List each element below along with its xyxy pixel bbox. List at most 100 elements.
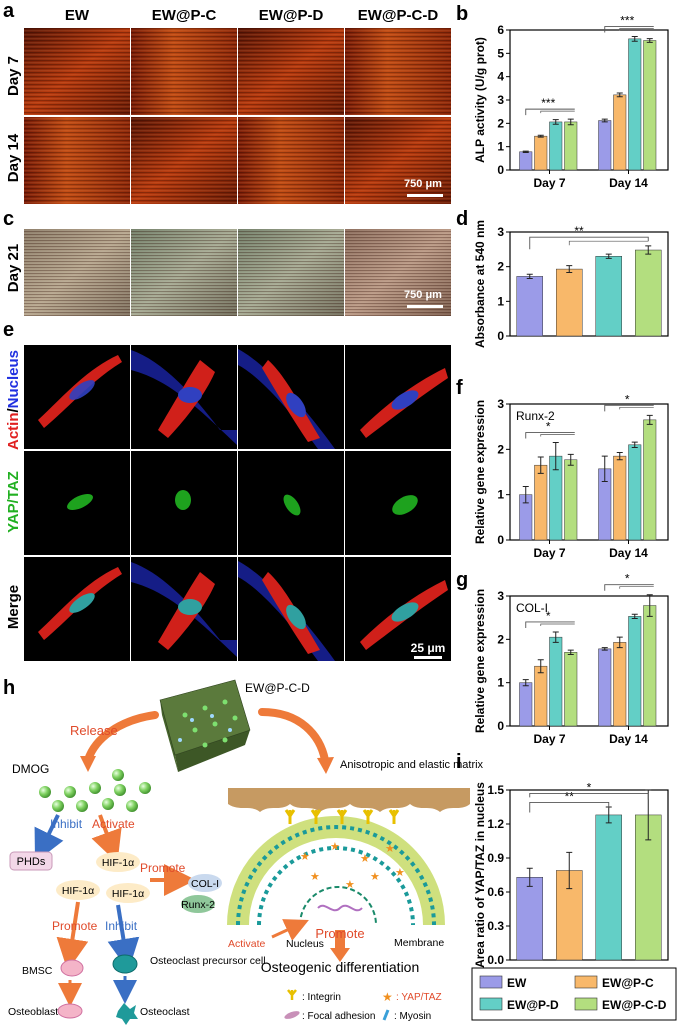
- error-bar: [522, 486, 529, 504]
- scalebar-a-label: 750 μm: [404, 178, 442, 190]
- integrins: [284, 809, 400, 824]
- error-bar: [616, 452, 623, 461]
- myosin-icon: [382, 1009, 390, 1021]
- micrograph-a-day7-ew: [24, 28, 130, 115]
- y-tick-label: 4: [497, 70, 504, 84]
- micrograph-a-day7-ewpd: [238, 28, 344, 115]
- panel-letter-h: h: [3, 677, 15, 699]
- legend-yap-taz: : YAP/TAZ: [396, 992, 442, 1003]
- inhibit-arrow-1: [34, 814, 64, 863]
- error-bar: [552, 119, 559, 125]
- row-label-actin-nucleus: Actin/Nucleus: [5, 350, 22, 450]
- micrograph-a-day14-ewpcd: [345, 117, 451, 204]
- bar: [534, 665, 548, 727]
- fluor-actin-ew: [24, 345, 130, 449]
- bar: [643, 605, 657, 727]
- legend-label: EW: [507, 976, 527, 990]
- significance-bracket: [529, 802, 610, 813]
- runx2-label: Runx-2: [181, 899, 215, 911]
- hif-label-2: HIF-1α: [62, 885, 94, 897]
- panel-letter-f: f: [456, 377, 463, 399]
- activate-label-2: Activate: [228, 938, 266, 950]
- osteoclast-label: Osteoclast: [140, 1006, 190, 1018]
- bar: [635, 249, 662, 337]
- integrin-icon: [287, 989, 297, 1000]
- ocp-label: Osteoclast precursor cell: [150, 955, 266, 967]
- bar: [549, 121, 563, 171]
- significance-label: **: [574, 224, 584, 238]
- legend-frame: [471, 967, 677, 1021]
- chart-g-col1: 0 1 2 3 Relative gene expression COL-I Day 7 * D…: [473, 572, 669, 746]
- y-axis-label: Relative gene expression: [473, 589, 487, 733]
- fluor-yap-ewpc: [131, 451, 237, 555]
- osteoblast-label: Osteoblast: [8, 1006, 58, 1018]
- column-header-ewpc: EW@P-C: [152, 7, 217, 24]
- bar: [534, 464, 548, 541]
- panel-letter-i: i: [456, 751, 462, 773]
- error-bar: [601, 455, 608, 483]
- error-bar: [522, 679, 529, 687]
- hif-label-1: HIF-1α: [102, 857, 134, 869]
- fluor-merge-ewpc: [131, 557, 237, 661]
- svg-text:★: ★: [310, 871, 320, 883]
- plot-frame: [509, 231, 669, 337]
- significance-bracket-inner: [540, 434, 575, 437]
- nucleus: [299, 886, 377, 926]
- plot-frame: [509, 595, 669, 727]
- x-tick-label: Day 7: [533, 176, 565, 190]
- svg-text:★: ★: [385, 843, 395, 855]
- legend-label: EW@P-C: [602, 976, 654, 990]
- error-bar: [526, 867, 533, 887]
- scaffold-illustration: [159, 679, 251, 772]
- fluor-yap-ewpd: [238, 451, 344, 555]
- panel-letter-b: b: [456, 3, 468, 25]
- y-tick-label: 2: [497, 632, 504, 646]
- y-tick-label: 0.3: [487, 919, 504, 933]
- plot-frame: [509, 403, 669, 541]
- significance-label: ***: [541, 96, 555, 110]
- y-tick-label: 1.5: [487, 783, 504, 797]
- error-bar: [616, 636, 623, 649]
- bar: [516, 276, 543, 337]
- bar: [628, 616, 642, 727]
- fluor-actin-ewpd: [238, 345, 344, 449]
- row-label-actin: Actin: [5, 413, 22, 451]
- error-bar: [567, 118, 574, 126]
- error-bar: [631, 36, 638, 42]
- promote-label-2: Promote: [52, 919, 98, 933]
- promote-arrowhead-3: [330, 948, 350, 962]
- chart-title: COL-I: [516, 601, 548, 615]
- y-tick-label: 1: [497, 676, 504, 690]
- panel-c: c Day 21 750 μm: [3, 208, 451, 316]
- significance-label: ***: [620, 14, 634, 28]
- micrograph-a-day7-ewpcd: [345, 28, 451, 115]
- significance-label: *: [587, 780, 592, 794]
- row-label-yap-taz: YAP/TAZ: [5, 471, 22, 533]
- membrane-label: Membrane: [394, 937, 444, 949]
- scaffold-label: EW@P-C-D: [245, 681, 310, 695]
- hif-label-3: HIF-1α: [112, 888, 144, 900]
- bar: [643, 40, 657, 171]
- panel-letter-e: e: [3, 319, 14, 341]
- yap-taz-stars: ★★ ★★ ★ ★ ★★: [300, 841, 405, 891]
- nucleus-label: Nucleus: [286, 938, 324, 950]
- y-tick-label: 6: [497, 23, 504, 37]
- plot-frame: [509, 789, 669, 961]
- fluor-actin-ewpc: [131, 345, 237, 449]
- bar: [613, 642, 627, 727]
- micrograph-a-day7-ewpc: [131, 28, 237, 115]
- error-bar: [537, 456, 544, 474]
- promote-arrow-2: [56, 901, 89, 971]
- x-tick-label: Day 14: [609, 546, 648, 560]
- yap-taz-icon: ★: [382, 990, 393, 1004]
- panel-letter-g: g: [456, 569, 468, 591]
- y-tick-label: 3: [497, 589, 504, 603]
- bar: [516, 877, 543, 961]
- error-bar: [605, 253, 612, 259]
- row-label-merge: Merge: [5, 585, 22, 629]
- significance-bracket: [525, 621, 575, 628]
- fluor-yap-ew: [24, 451, 130, 555]
- error-bar: [537, 134, 544, 138]
- micrograph-a-day14-ewpd: [238, 117, 344, 204]
- y-tick-label: 1: [497, 294, 504, 308]
